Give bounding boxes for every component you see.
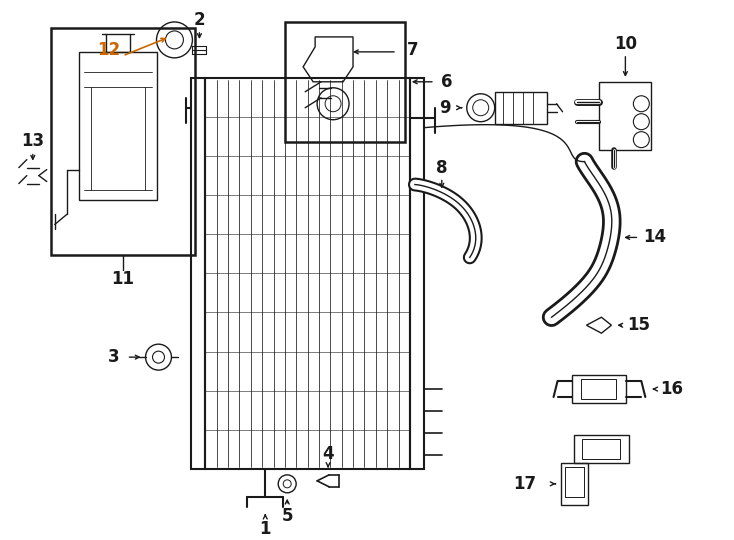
Text: 9: 9	[439, 99, 451, 117]
Bar	[600, 82, 651, 150]
Bar	[575, 435, 629, 463]
Text: 4: 4	[322, 445, 334, 463]
Text: 16: 16	[660, 380, 683, 398]
Text: 2: 2	[194, 11, 206, 29]
Bar	[51, 28, 195, 255]
Bar	[79, 52, 156, 199]
Text: 17: 17	[514, 475, 537, 493]
Bar	[286, 22, 405, 141]
Text: 7: 7	[407, 41, 418, 59]
Text: 13: 13	[21, 132, 44, 150]
Text: 8: 8	[436, 159, 448, 177]
Bar	[410, 78, 424, 469]
Text: 10: 10	[614, 35, 637, 53]
Bar	[206, 78, 410, 469]
Polygon shape	[495, 92, 547, 124]
Bar	[572, 375, 626, 403]
Text: 5: 5	[281, 507, 293, 525]
Text: 14: 14	[643, 228, 666, 246]
Bar	[564, 467, 584, 497]
Bar	[561, 463, 589, 505]
Text: 3: 3	[108, 348, 120, 366]
Polygon shape	[586, 317, 611, 333]
Bar	[583, 439, 620, 459]
Text: 6: 6	[441, 73, 453, 91]
Text: 15: 15	[627, 316, 650, 334]
Circle shape	[467, 94, 495, 122]
Bar	[192, 78, 206, 469]
Text: 12: 12	[97, 41, 120, 59]
Text: 1: 1	[260, 519, 271, 538]
Bar	[581, 379, 617, 399]
Text: 11: 11	[111, 271, 134, 288]
